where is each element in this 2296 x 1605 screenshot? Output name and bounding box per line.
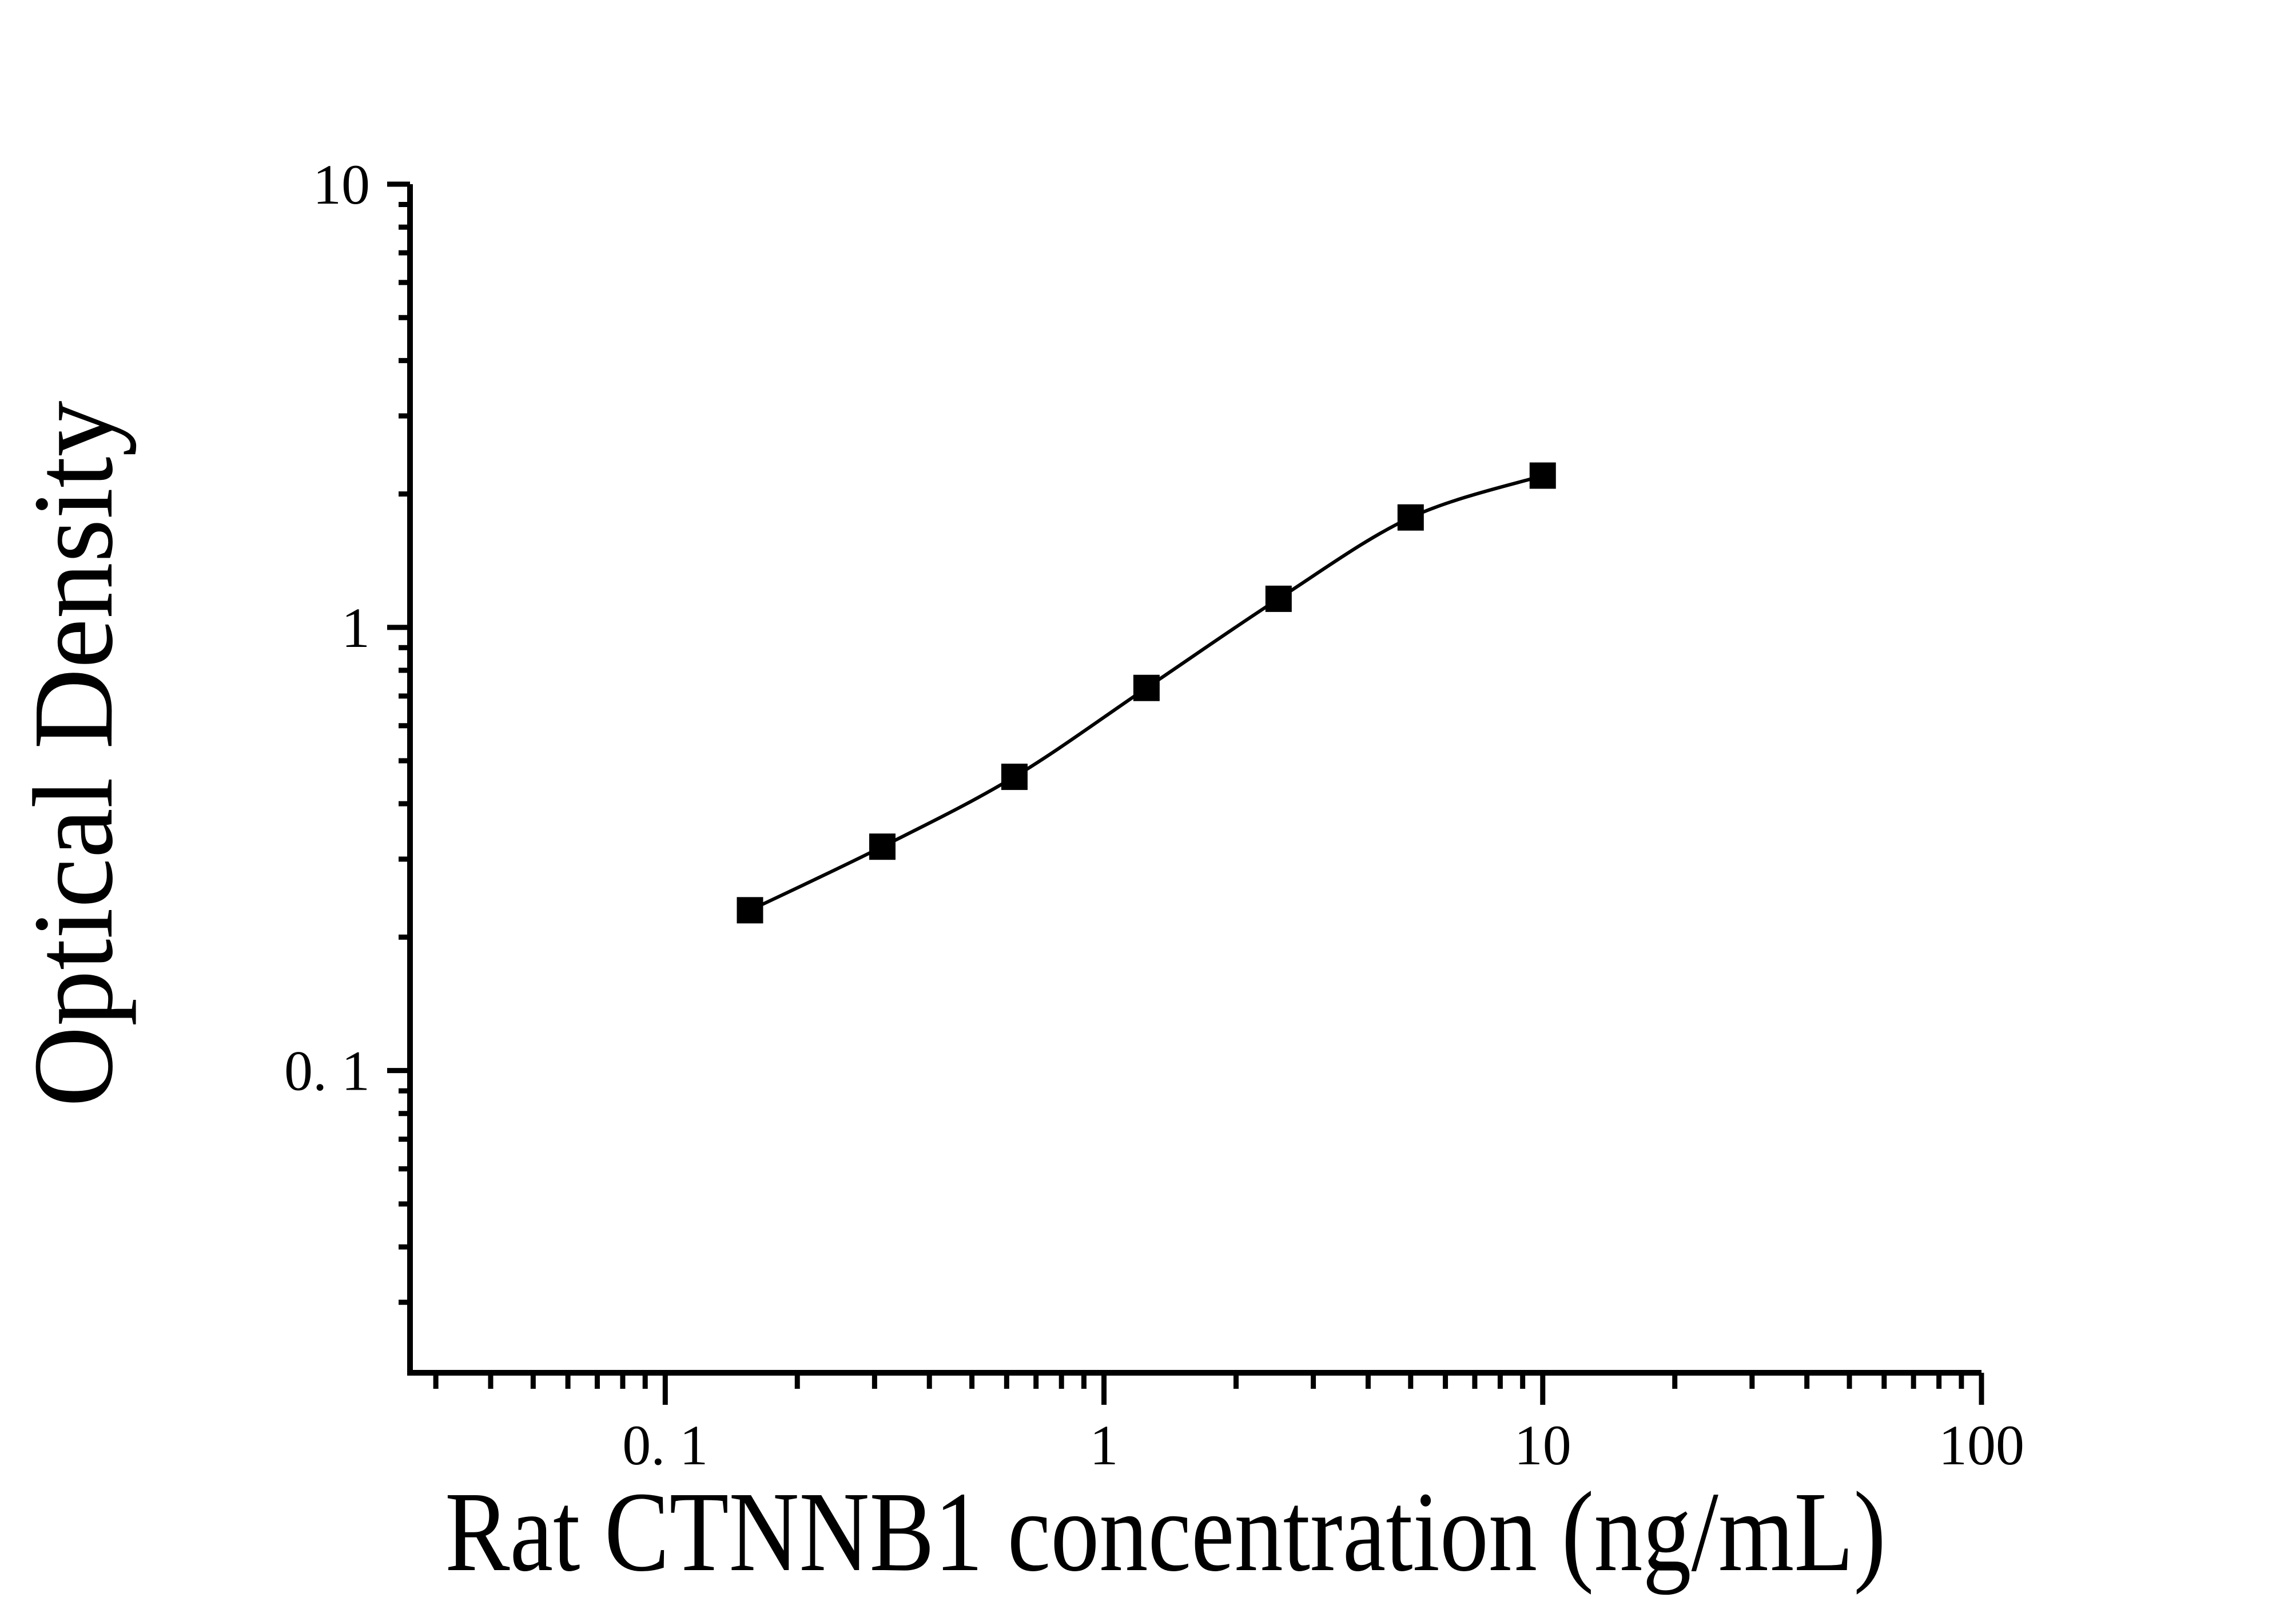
data-series-group <box>737 462 1556 924</box>
data-point-marker <box>1529 462 1556 489</box>
y-tick-label: 1 <box>341 596 370 660</box>
y-axis-title: Optical Density <box>10 401 137 1107</box>
data-point-marker <box>737 897 763 924</box>
axes-group: 0. 1 1 10 100 0. 1 1 10 <box>284 153 2024 1477</box>
x-tick-label: 10 <box>1514 1413 1571 1477</box>
data-point-marker <box>1001 764 1028 790</box>
data-point-marker <box>1397 504 1424 531</box>
x-tick-label: 0. 1 <box>622 1413 708 1477</box>
x-tick-label: 100 <box>1939 1413 2024 1477</box>
y-tick-label: 10 <box>313 153 370 216</box>
x-axis-title: Rat CTNNB1 concentration (ng/mL) <box>445 1469 1886 1595</box>
data-point-marker <box>869 833 896 860</box>
data-point-marker <box>1265 585 1292 612</box>
y-tick-label: 0. 1 <box>284 1039 370 1103</box>
x-tick-label: 1 <box>1090 1413 1119 1477</box>
data-point-marker <box>1133 674 1160 701</box>
